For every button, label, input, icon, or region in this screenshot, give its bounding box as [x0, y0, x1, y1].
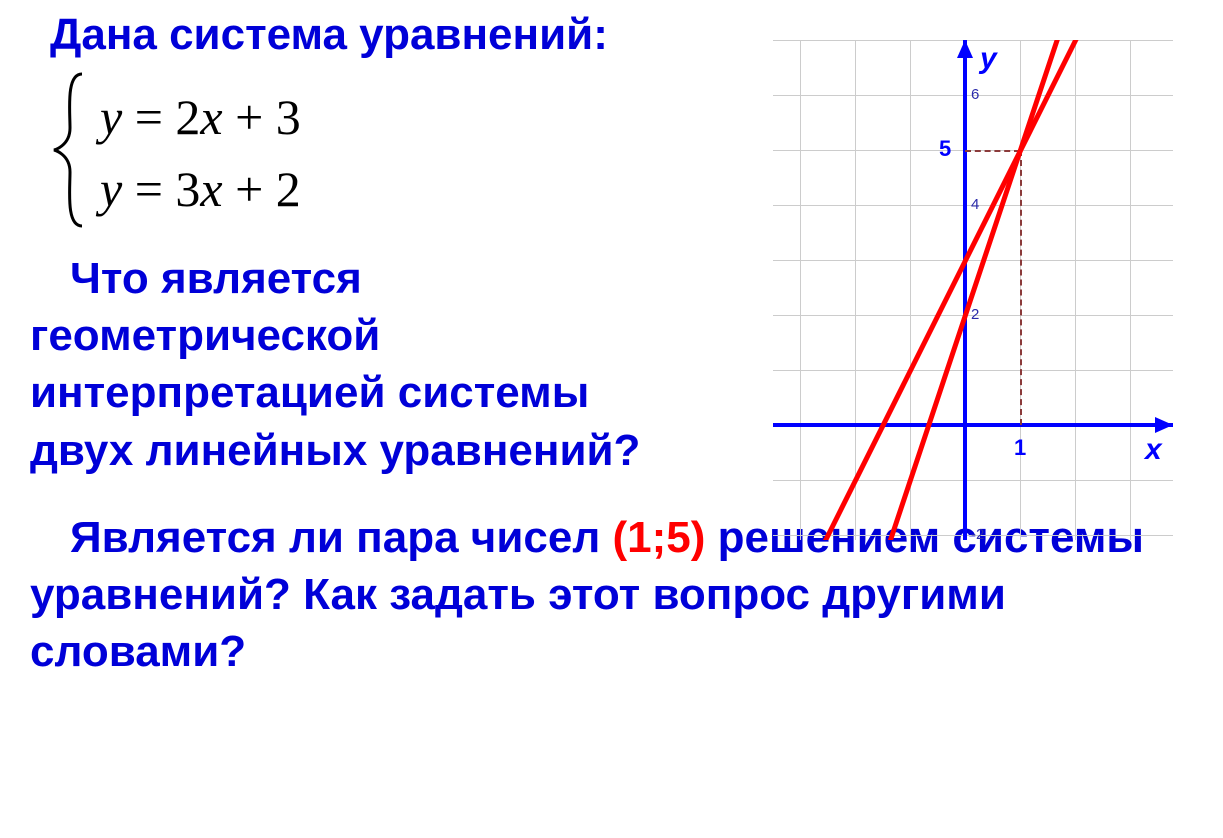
gridline [910, 40, 911, 540]
y-tick-small: 4 [971, 196, 979, 213]
x-axis-label: x [1145, 433, 1162, 467]
coordinate-chart: y x 1 5 2 4 6 -2 [773, 40, 1173, 540]
eq2-rhs: 3x + 2 [175, 161, 300, 217]
y-tick-small: 2 [971, 306, 979, 323]
gridline [773, 370, 1173, 371]
gridline [773, 260, 1173, 261]
question-1: Что является геометрической интерпретаци… [30, 250, 750, 479]
eq2-lhs: y [100, 161, 122, 217]
eq1-lhs: y [100, 89, 122, 145]
y-axis-label: y [980, 42, 997, 76]
gridline [855, 40, 856, 540]
dashed-guide [1020, 150, 1022, 425]
gridline [800, 40, 801, 540]
x-tick-label: 1 [1014, 435, 1026, 461]
slide-page: Дана система уравнений: y = 2x + 3 y = 3… [0, 0, 1223, 838]
x-axis [773, 423, 1173, 427]
equation-1: y = 2x + 3 [100, 88, 301, 146]
gridline [773, 40, 1173, 41]
curly-brace-icon [52, 70, 92, 230]
solution-pair-highlight: (1;5) [613, 513, 706, 562]
equation-2: y = 3x + 2 [100, 160, 301, 218]
y-tick-small: -2 [971, 526, 984, 540]
dashed-guide [965, 150, 1020, 152]
y-axis [963, 40, 967, 540]
chart-container: y x 1 5 2 4 6 -2 [773, 40, 1203, 550]
y-tick-label: 5 [939, 136, 951, 162]
eq1-rhs: 2x + 3 [175, 89, 300, 145]
gridline [1130, 40, 1131, 540]
gridline [1075, 40, 1076, 540]
y-tick-small: 6 [971, 86, 979, 103]
gridline [773, 480, 1173, 481]
